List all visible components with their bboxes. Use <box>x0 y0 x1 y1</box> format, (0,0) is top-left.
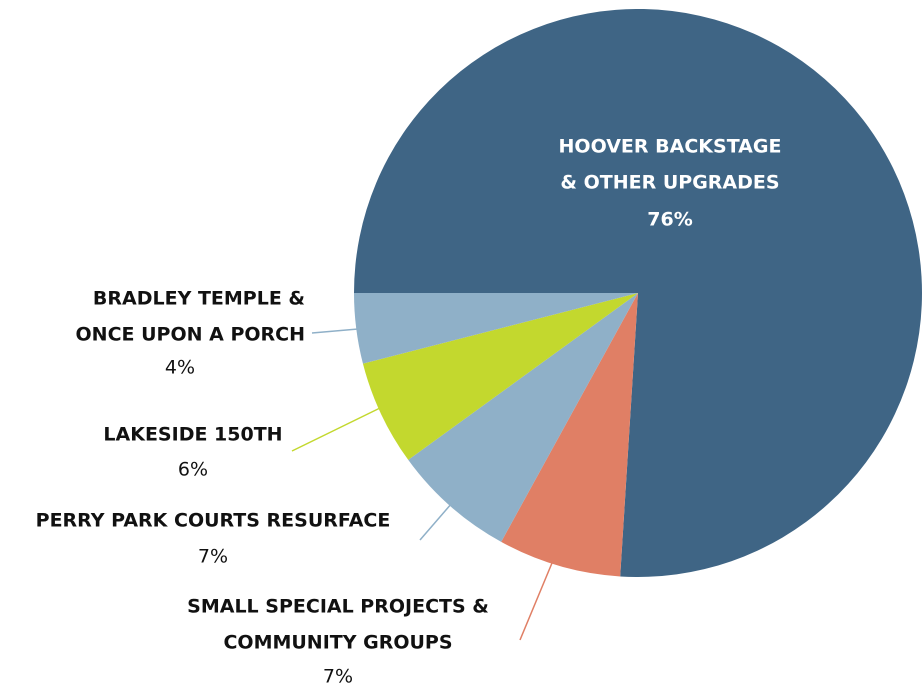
value-label: 7% <box>198 546 228 568</box>
value-label: 76% <box>647 209 692 231</box>
slice-label: BRADLEY TEMPLE & <box>93 288 305 310</box>
pie-slice <box>354 293 638 364</box>
leader-line <box>311 328 359 334</box>
pie-slice <box>354 8 922 577</box>
pie-slice <box>408 293 638 542</box>
slice-label: COMMUNITY GROUPS <box>223 632 452 654</box>
slice-label: LAKESIDE 150TH <box>103 424 282 446</box>
slice-label: HOOVER BACKSTAGE <box>559 136 782 158</box>
value-label: 7% <box>323 666 353 685</box>
slice-label: ONCE UPON A PORCH <box>76 324 305 346</box>
slice-label: PERRY PARK COURTS RESURFACE <box>36 510 391 532</box>
leader-line <box>519 562 553 641</box>
slice-label: SMALL SPECIAL PROJECTS & <box>187 596 489 618</box>
pie-slice <box>501 293 638 577</box>
pie-slice <box>362 293 638 460</box>
leader-line <box>419 502 453 541</box>
value-label: 4% <box>165 357 195 379</box>
leader-line <box>291 407 381 452</box>
value-label: 6% <box>178 459 208 481</box>
slice-label: & OTHER UPGRADES <box>560 172 779 194</box>
